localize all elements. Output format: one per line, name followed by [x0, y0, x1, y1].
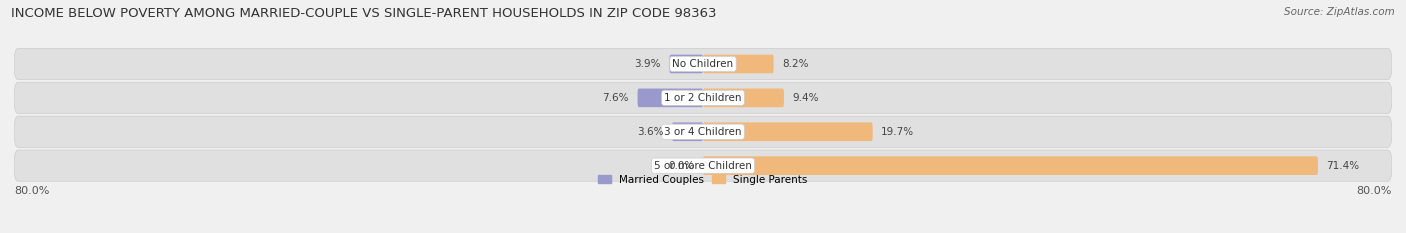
Text: 7.6%: 7.6% [602, 93, 628, 103]
FancyBboxPatch shape [672, 122, 703, 141]
FancyBboxPatch shape [703, 89, 785, 107]
Text: Source: ZipAtlas.com: Source: ZipAtlas.com [1284, 7, 1395, 17]
Text: 8.2%: 8.2% [782, 59, 808, 69]
Text: 5 or more Children: 5 or more Children [654, 161, 752, 171]
FancyBboxPatch shape [14, 116, 1392, 147]
Text: 9.4%: 9.4% [793, 93, 820, 103]
Text: 3 or 4 Children: 3 or 4 Children [664, 127, 742, 137]
FancyBboxPatch shape [637, 89, 703, 107]
Text: 1 or 2 Children: 1 or 2 Children [664, 93, 742, 103]
FancyBboxPatch shape [14, 150, 1392, 181]
FancyBboxPatch shape [14, 82, 1392, 113]
Text: No Children: No Children [672, 59, 734, 69]
FancyBboxPatch shape [703, 122, 873, 141]
Text: INCOME BELOW POVERTY AMONG MARRIED-COUPLE VS SINGLE-PARENT HOUSEHOLDS IN ZIP COD: INCOME BELOW POVERTY AMONG MARRIED-COUPL… [11, 7, 717, 20]
Text: 71.4%: 71.4% [1326, 161, 1360, 171]
FancyBboxPatch shape [703, 156, 1317, 175]
FancyBboxPatch shape [703, 55, 773, 73]
Text: 0.0%: 0.0% [668, 161, 695, 171]
Text: 3.6%: 3.6% [637, 127, 664, 137]
Text: 80.0%: 80.0% [14, 186, 49, 196]
Text: 19.7%: 19.7% [882, 127, 914, 137]
Text: 80.0%: 80.0% [1357, 186, 1392, 196]
Text: 3.9%: 3.9% [634, 59, 661, 69]
Legend: Married Couples, Single Parents: Married Couples, Single Parents [595, 171, 811, 189]
FancyBboxPatch shape [14, 48, 1392, 79]
FancyBboxPatch shape [669, 55, 703, 73]
